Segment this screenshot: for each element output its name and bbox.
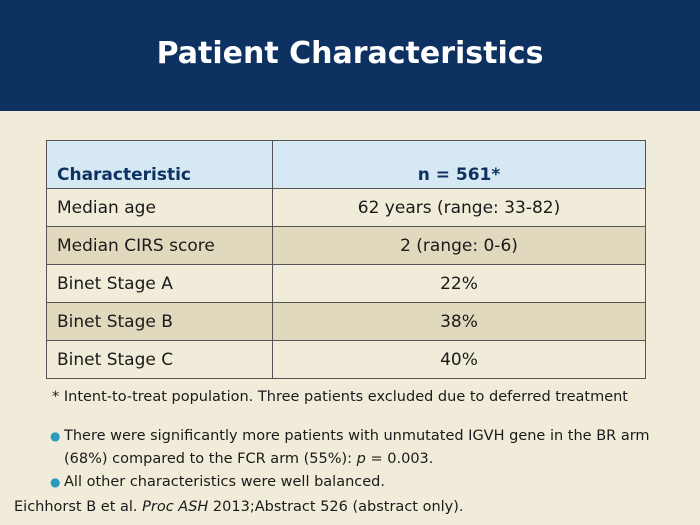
table-row: Binet Stage B 38% bbox=[46, 302, 646, 341]
citation-journal: Proc ASH bbox=[142, 499, 209, 515]
row-value: 40% bbox=[272, 340, 646, 379]
table-row: Median CIRS score 2 (range: 0-6) bbox=[46, 226, 646, 265]
row-value: 38% bbox=[272, 302, 646, 341]
table-row: Median age 62 years (range: 33-82) bbox=[46, 188, 646, 227]
citation: Eichhorst B et al. Proc ASH 2013;Abstrac… bbox=[14, 499, 464, 515]
citation-authors: Eichhorst B et al. bbox=[14, 499, 143, 515]
table-footnote: * Intent-to-treat population. Three pati… bbox=[52, 389, 628, 405]
row-value: 22% bbox=[272, 264, 646, 303]
bullet-text: There were significantly more patients w… bbox=[64, 428, 650, 467]
bullet-item: ● All other characteristics were well ba… bbox=[50, 471, 660, 494]
bullet-text-tail: = 0.003. bbox=[365, 451, 434, 467]
bullet-list: ● There were significantly more patients… bbox=[50, 425, 660, 494]
bullet-text: All other characteristics were well bala… bbox=[64, 474, 385, 490]
row-value: 62 years (range: 33-82) bbox=[272, 188, 646, 227]
row-label: Binet Stage A bbox=[46, 264, 273, 303]
bullet-text-italic: p bbox=[356, 451, 366, 467]
bullet-item: ● There were significantly more patients… bbox=[50, 425, 660, 471]
bullet-dot-icon: ● bbox=[50, 429, 61, 443]
row-label: Median CIRS score bbox=[46, 226, 273, 265]
column-header-n: n = 561* bbox=[272, 140, 646, 189]
characteristics-table: Characteristic n = 561* Median age 62 ye… bbox=[46, 140, 646, 379]
row-label: Binet Stage B bbox=[46, 302, 273, 341]
column-header-characteristic: Characteristic bbox=[46, 140, 273, 189]
row-value: 2 (range: 0-6) bbox=[272, 226, 646, 265]
slide-header: Patient Characteristics bbox=[0, 0, 700, 111]
bullet-dot-icon: ● bbox=[50, 475, 61, 489]
citation-details: 2013;Abstract 526 (abstract only). bbox=[208, 499, 464, 515]
row-label: Binet Stage C bbox=[46, 340, 273, 379]
slide-title: Patient Characteristics bbox=[156, 36, 544, 71]
row-label: Median age bbox=[46, 188, 273, 227]
table-header-row: Characteristic n = 561* bbox=[46, 140, 646, 189]
table-row: Binet Stage A 22% bbox=[46, 264, 646, 303]
table-row: Binet Stage C 40% bbox=[46, 340, 646, 379]
